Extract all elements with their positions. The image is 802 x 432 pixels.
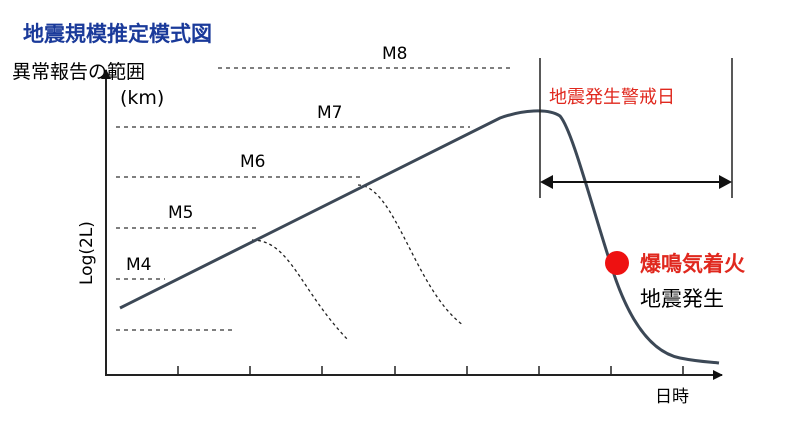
diagram-subtitle: 異常報告の範囲: [12, 61, 145, 83]
m8-label: M8: [382, 44, 407, 64]
event-dot: [605, 251, 629, 275]
x-axis-label: 日時: [655, 387, 689, 407]
m4-label: M4: [126, 255, 151, 275]
magnitude-levels: [116, 67, 512, 331]
warning-range-arrow: [540, 175, 732, 189]
m5-label: M5: [168, 203, 193, 223]
unit-label: (km): [120, 87, 164, 109]
earthquake-label: 地震発生: [640, 287, 724, 311]
main-curve: [119, 109, 720, 365]
decay-curve-m5: [251, 239, 349, 341]
decay-curve-m6: [357, 184, 464, 326]
decay-curves: [251, 184, 464, 341]
event-label: 爆鳴気着火: [640, 252, 745, 276]
y-axis-label: Log(2L): [77, 221, 97, 285]
m7-label: M7: [317, 103, 342, 123]
m6-label: M6: [240, 152, 265, 172]
diagram-title: 地震規模推定模式図: [23, 22, 212, 46]
warning-period-label: 地震発生警戒日: [549, 87, 675, 108]
x-axis-ticks: [177, 366, 684, 375]
